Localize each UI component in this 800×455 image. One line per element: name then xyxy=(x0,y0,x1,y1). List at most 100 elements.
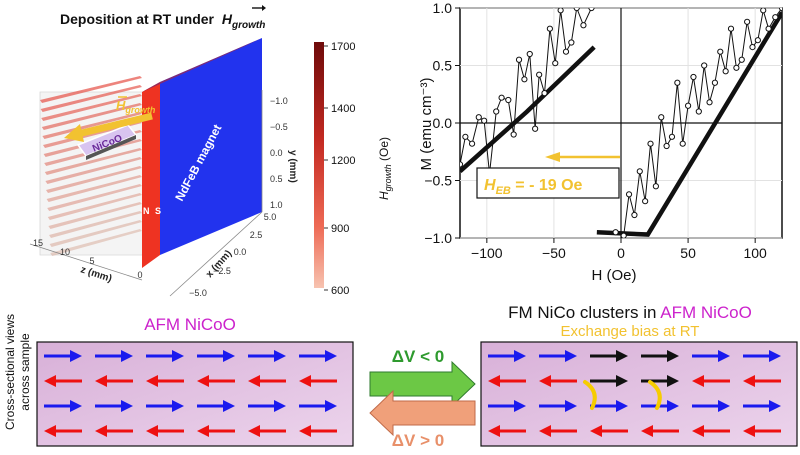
side-label-line1: Cross-sectional views xyxy=(3,314,17,430)
data-point xyxy=(505,96,512,104)
data-point xyxy=(778,8,782,12)
spin-arrow-black-head xyxy=(667,375,679,387)
spin-arrow-blue-head xyxy=(769,350,781,362)
field-slice xyxy=(45,157,142,184)
data-point xyxy=(684,102,692,109)
spin-arrow-blue-head xyxy=(121,350,133,362)
data-point xyxy=(580,22,587,29)
spin-arrow-blue-head xyxy=(718,400,730,412)
y-tick-label: 1.0 xyxy=(270,200,283,210)
y-tick-label: −1.0 xyxy=(270,96,288,106)
magnet-pole-s: S xyxy=(155,206,161,216)
colorbar-tick-label: 600 xyxy=(331,285,349,297)
spin-arrow-red-head xyxy=(692,425,704,437)
data-point xyxy=(733,64,740,71)
colorbar xyxy=(314,42,324,288)
spin-arrow-blue-head xyxy=(565,400,577,412)
z-axis-label: z (mm) xyxy=(79,264,113,284)
data-point xyxy=(706,99,713,106)
chart-series xyxy=(460,8,782,238)
data-point xyxy=(612,229,619,236)
x-tick-label: 5.0 xyxy=(264,212,277,222)
spin-arrow-red-head xyxy=(299,425,311,437)
side-label-line2: across sample xyxy=(18,333,32,411)
spin-arrow-red-head xyxy=(95,425,107,437)
data-point xyxy=(690,73,697,81)
delta-v-positive-arrow xyxy=(369,389,476,437)
field-slice xyxy=(49,211,142,238)
data-point xyxy=(668,133,676,140)
magnet-south-face xyxy=(160,38,262,255)
data-point xyxy=(658,114,665,121)
data-point xyxy=(717,48,724,55)
x-tick-label: −2.5 xyxy=(213,266,231,276)
data-point xyxy=(754,37,761,44)
data-point xyxy=(562,48,570,55)
spin-arrow-red-head xyxy=(146,425,158,437)
delta-v-negative-label: ΔV < 0 xyxy=(392,347,444,366)
field-arrow-head xyxy=(64,124,84,142)
field-slice xyxy=(41,103,142,130)
data-point xyxy=(749,44,756,51)
data-point xyxy=(552,60,559,67)
spin-arrow-blue-head xyxy=(514,400,526,412)
spin-arrow-red-head xyxy=(590,425,602,437)
spin-arrow-blue-head xyxy=(70,400,82,412)
x-tick-label: 100 xyxy=(743,245,767,261)
data-point xyxy=(526,50,533,58)
colorbar-tick-label: 1200 xyxy=(331,155,355,167)
sample-substrate xyxy=(86,135,136,160)
spin-arrow-blue-head xyxy=(667,400,679,412)
left-spin-arrows xyxy=(44,350,337,437)
field-slice xyxy=(41,94,143,121)
field-slice xyxy=(46,175,142,202)
x-tick-label: −50 xyxy=(542,245,566,261)
field-arrow-shaft xyxy=(77,112,153,138)
data-point xyxy=(760,8,767,14)
eb-annotation-box xyxy=(476,167,620,199)
spin-arrow-blue-head xyxy=(274,350,286,362)
spin-arrow-red-head xyxy=(743,425,755,437)
data-point xyxy=(510,131,517,138)
data-point xyxy=(625,191,633,198)
x-tick-label: 0 xyxy=(617,245,625,261)
deposition-title: Deposition at RT under Hgrowth xyxy=(60,11,265,31)
data-point xyxy=(573,8,580,12)
data-point xyxy=(642,198,649,205)
exchange-coupling-mark-2 xyxy=(648,380,662,410)
spin-arrow-blue-head xyxy=(769,400,781,412)
z-tick-label: 15 xyxy=(33,238,43,248)
hysteresis-chart: −100 −50 0 50 100 −1.0 −0.5 0.0 0.5 1.0 H (Oe) M… xyxy=(418,0,783,284)
y-tick-label: −0.5 xyxy=(270,122,288,132)
data-point xyxy=(701,62,708,69)
y-tick-label: 0.5 xyxy=(433,58,453,74)
fit-line-descending xyxy=(460,45,596,173)
cross-section-panel: Cross-sectional views across sample AFM … xyxy=(3,303,798,450)
data-point xyxy=(620,232,627,238)
spin-arrow-red-head xyxy=(44,375,56,387)
spin-arrow-red-head xyxy=(641,425,653,437)
eb-annotation: HEB = - 19 Oe xyxy=(484,177,583,197)
data-point xyxy=(462,133,469,140)
data-point xyxy=(498,94,505,101)
spin-arrow-blue-head xyxy=(274,400,286,412)
chart-y-ticks: −1.0 −0.5 0.0 0.5 1.0 xyxy=(424,0,460,246)
data-point xyxy=(765,25,772,32)
spin-arrow-red-head xyxy=(539,375,551,387)
spin-arrow-red-head xyxy=(248,375,260,387)
right-panel-subtitle: Exchange bias at RT xyxy=(561,323,700,340)
chart-x-ticks: −100 −50 0 50 100 xyxy=(471,238,767,261)
field-slice xyxy=(48,202,142,229)
field-slice xyxy=(50,229,143,256)
spin-arrow-red-head xyxy=(692,375,704,387)
spin-arrow-black-head xyxy=(667,350,679,362)
data-point xyxy=(532,125,539,132)
right-spin-panel xyxy=(480,341,798,447)
colorbar-tick-label: 1400 xyxy=(331,103,355,115)
right-spin-arrows xyxy=(488,350,781,437)
y-tick-label: 0.0 xyxy=(433,115,453,131)
x-tick-label: −5.0 xyxy=(189,288,207,298)
colorbar-ticks: 1700 1400 1200 900 600 xyxy=(324,41,355,297)
data-point xyxy=(521,76,528,83)
